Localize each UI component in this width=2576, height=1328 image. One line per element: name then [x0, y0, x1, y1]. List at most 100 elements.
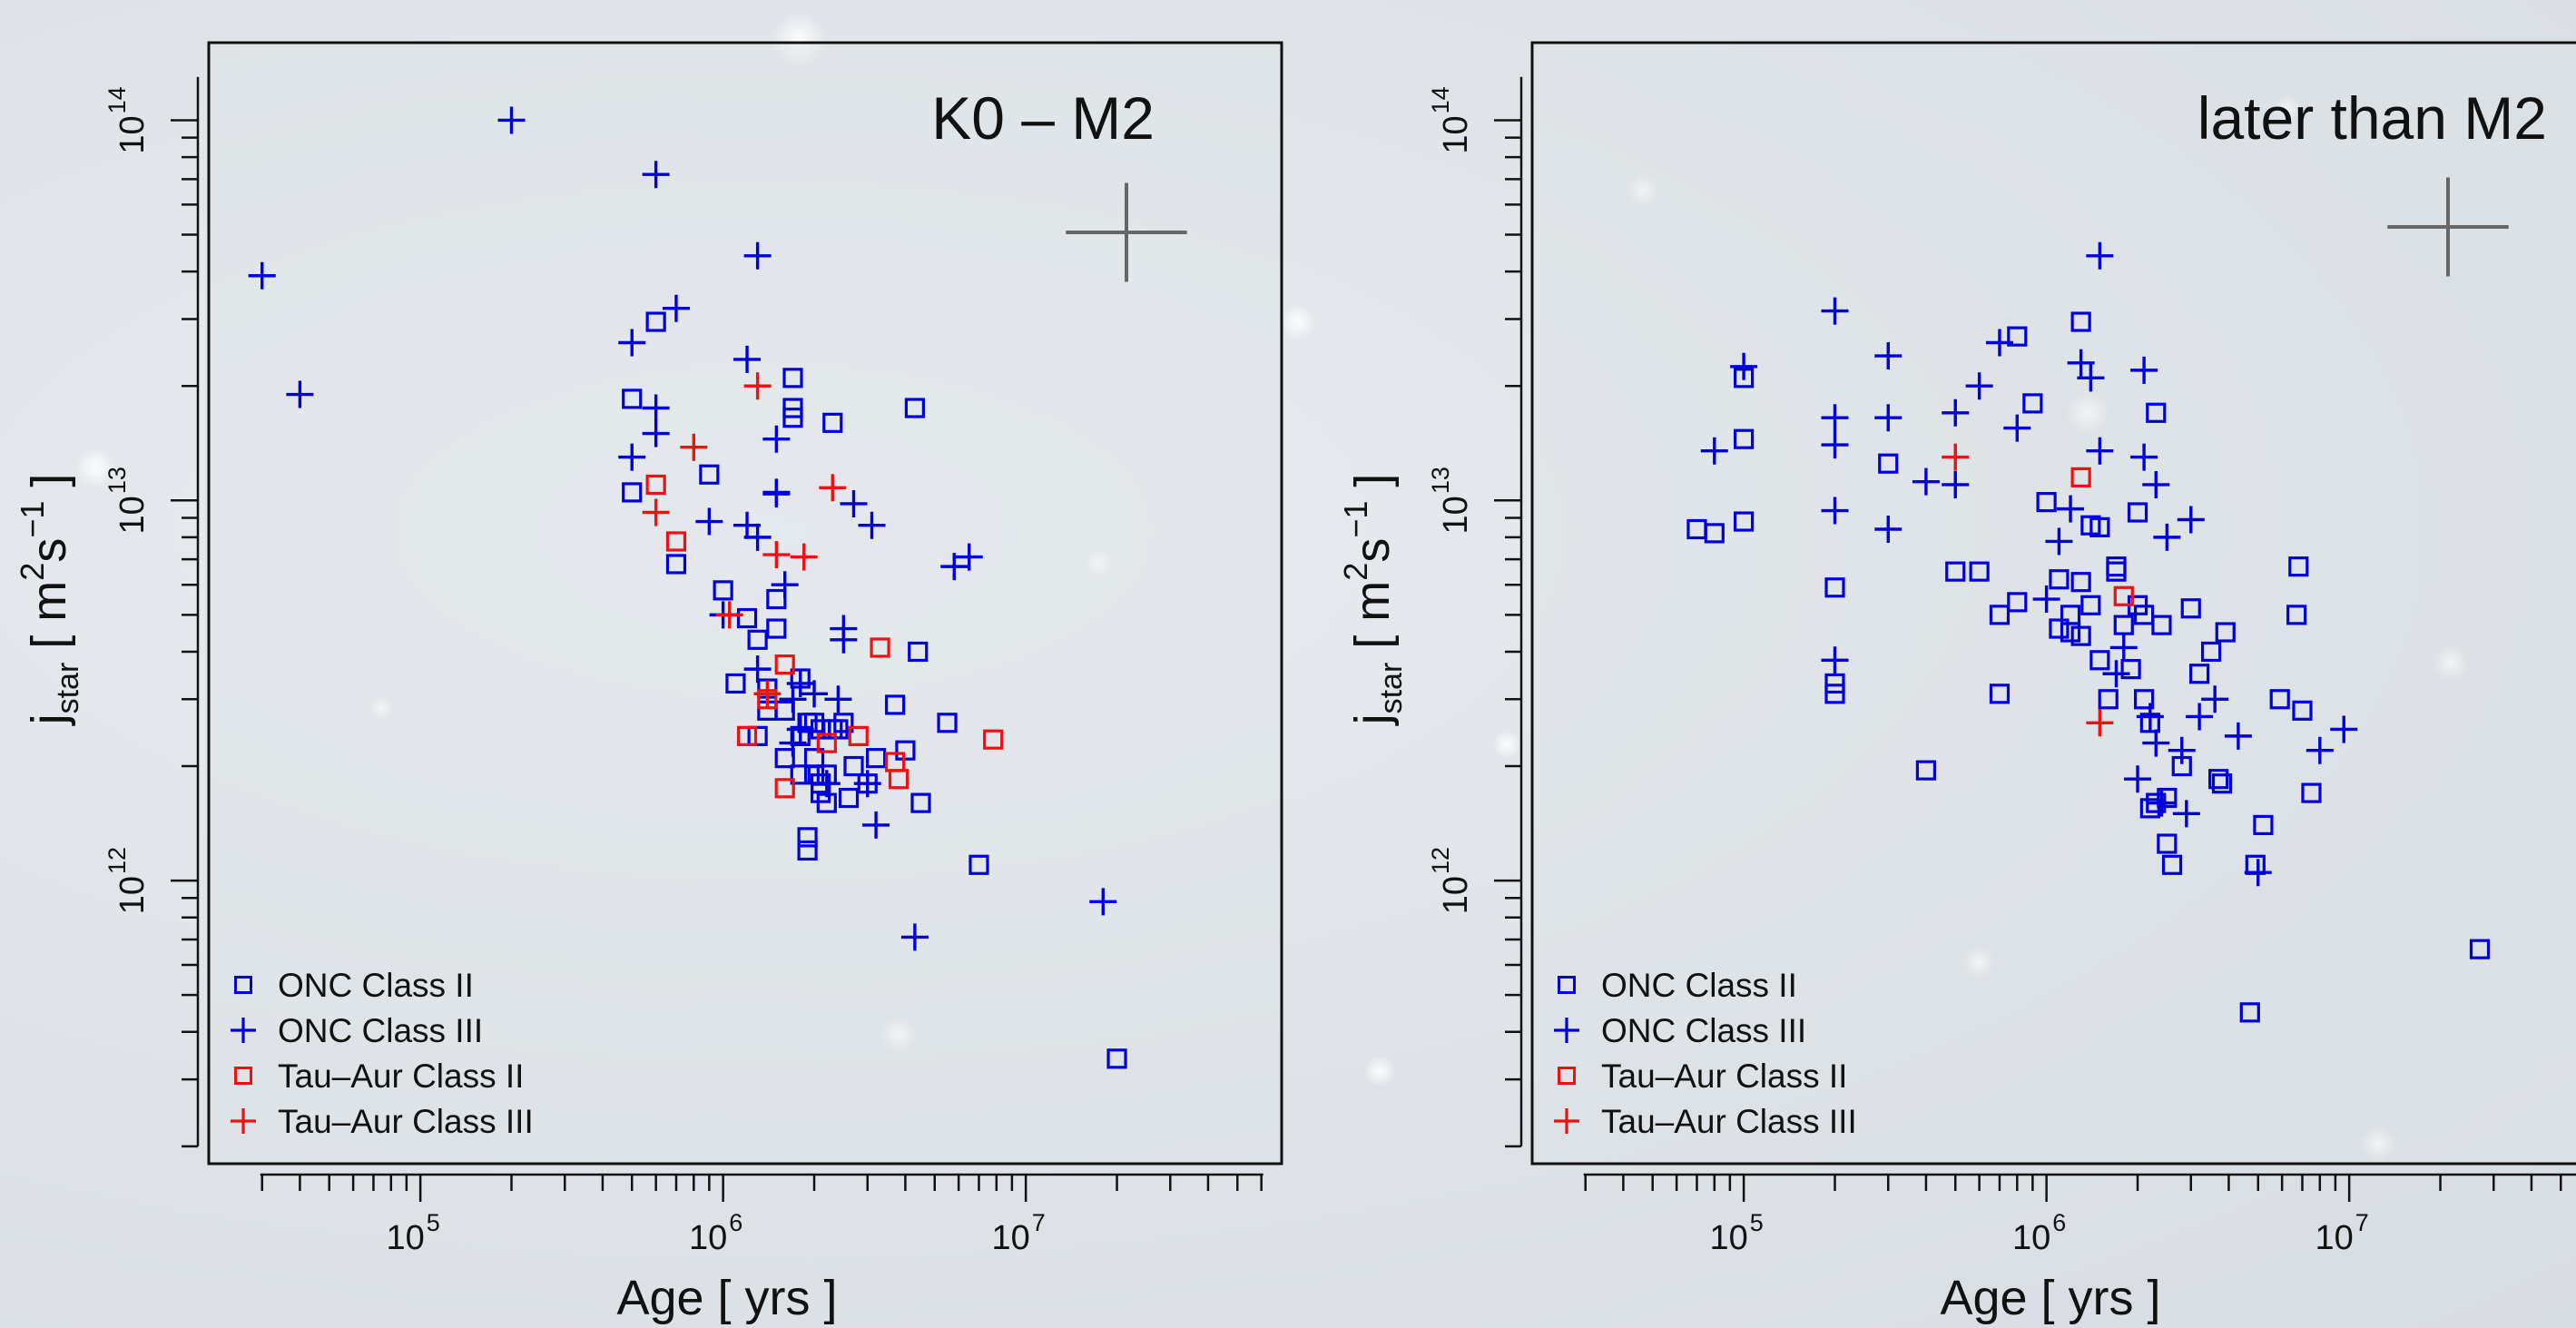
data-point-plus [2077, 364, 2105, 392]
data-point-square [2151, 615, 2172, 635]
data-point-square [2049, 569, 2070, 590]
data-point-plus [2153, 523, 2181, 551]
data-point-plus [642, 419, 670, 448]
series-3 [1942, 443, 2114, 737]
data-point-plus [642, 498, 670, 526]
data-point-plus [2201, 685, 2229, 713]
data-point-plus [2130, 356, 2158, 384]
legend-item: Tau–Aur Class III [1554, 1103, 1857, 1140]
background-star [2273, 94, 2302, 123]
x-tick-exp: 6 [729, 1209, 742, 1236]
x-tick-exp: 7 [2355, 1209, 2369, 1236]
legend-marker-square [234, 976, 252, 994]
data-point-plus [2186, 703, 2214, 731]
data-point-square [2239, 1002, 2260, 1023]
data-point-square [908, 641, 929, 663]
data-point-plus [2102, 660, 2130, 688]
legend-marker-plus [231, 1108, 256, 1134]
data-point-square [2286, 605, 2307, 625]
data-point-plus [790, 543, 818, 571]
data-point-plus [743, 372, 772, 400]
data-point-square [2215, 622, 2236, 643]
legend: ONC Class II ONC Class III Tau–Aur Class I… [1554, 967, 1857, 1140]
data-point-plus [1821, 297, 1849, 325]
data-point-square [2301, 782, 2322, 803]
data-point-square [2089, 650, 2110, 671]
data-point-square [2161, 854, 2183, 875]
data-point-plus [1089, 888, 1117, 916]
data-point-square [2089, 516, 2110, 537]
y-tick-label: 1013 [103, 467, 152, 534]
data-point-square [2189, 664, 2210, 684]
data-point-plus [762, 541, 791, 569]
data-point-plus [2142, 470, 2170, 498]
x-tick-exp: 5 [1750, 1209, 1764, 1236]
y-tick-exp: 13 [1427, 467, 1454, 494]
data-point-plus [743, 655, 772, 684]
data-point-plus [642, 394, 670, 422]
error-bar-cross [1066, 182, 1187, 282]
series-2 [2070, 467, 2134, 606]
legend-item: ONC Class II [1558, 967, 1797, 1004]
series-1 [1700, 241, 2358, 887]
data-point-square [2146, 402, 2167, 423]
background-star [2065, 390, 2110, 436]
data-point-square [2098, 689, 2119, 710]
y-tick-label: 1014 [103, 86, 152, 153]
data-point-square [2070, 311, 2091, 332]
data-point-square [2127, 502, 2148, 523]
data-point-square [816, 733, 837, 753]
data-point-plus [2086, 437, 2114, 465]
data-point-square [1734, 428, 1755, 449]
data-point-square [1945, 561, 1966, 582]
data-point-plus [662, 294, 690, 322]
legend-label: Tau–Aur Class II [278, 1057, 524, 1095]
data-point-plus [762, 480, 791, 508]
y-tick-base: 10 [1437, 115, 1475, 153]
background-star [771, 13, 827, 69]
background-star [880, 1017, 917, 1053]
data-point-square [2007, 326, 2028, 347]
legend-item: Tau–Aur Class III [231, 1103, 534, 1140]
data-point-plus [1874, 516, 1903, 544]
y-tick-label: 1012 [1427, 847, 1475, 914]
data-point-square [725, 673, 746, 694]
data-point-plus [830, 615, 858, 643]
data-point-square [2157, 833, 2178, 854]
data-point-square [1824, 577, 1845, 598]
data-point-plus [715, 601, 743, 629]
background-star [1492, 730, 1521, 759]
legend-label: ONC Class II [278, 967, 474, 1004]
x-tick-label: 106 [689, 1209, 742, 1257]
x-tick-base: 10 [386, 1219, 424, 1257]
data-point-plus [1874, 404, 1903, 432]
data-point-square [828, 719, 849, 740]
data-point-square [782, 408, 803, 428]
data-point-plus [2172, 800, 2200, 828]
x-tick-base: 10 [1709, 1219, 1747, 1257]
legend-label: ONC Class II [1601, 967, 1797, 1004]
data-point-plus [1700, 437, 1728, 465]
background-star [1962, 946, 1995, 979]
y-tick-exp: 13 [103, 467, 131, 494]
data-point-square [645, 311, 666, 332]
data-point-square [699, 464, 720, 485]
data-point-plus [900, 923, 929, 951]
data-point-plus [2177, 506, 2205, 534]
y-axis-title: jstar [ m2s−1 ] [14, 474, 85, 727]
data-point-square [766, 588, 787, 610]
data-point-square [713, 580, 733, 601]
data-point-square [2049, 618, 2070, 639]
data-point-square [822, 412, 843, 433]
data-point-plus [2057, 495, 2085, 523]
data-point-plus [1874, 342, 1903, 370]
data-point-square [774, 748, 795, 769]
data-point-square [1969, 561, 1990, 582]
data-point-plus [1821, 497, 1849, 525]
data-point-square [2106, 556, 2127, 577]
data-point-plus [779, 729, 807, 757]
legend-marker-square [1558, 976, 1576, 994]
data-point-square [2070, 625, 2091, 646]
data-point-plus [695, 507, 723, 536]
